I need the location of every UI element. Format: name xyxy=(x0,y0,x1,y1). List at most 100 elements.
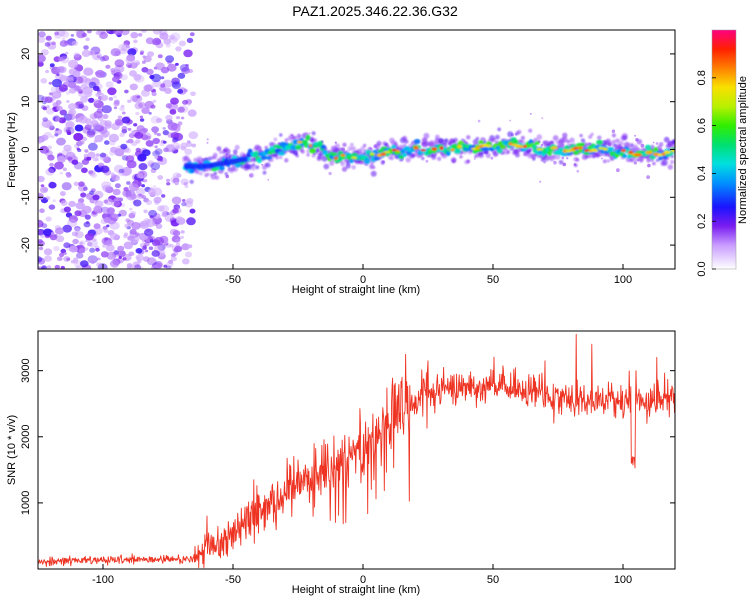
noise-speckle xyxy=(48,204,56,210)
noise-speckle xyxy=(57,155,66,163)
noise-speckle xyxy=(93,110,103,119)
noise-speckle xyxy=(169,109,177,115)
band-halo xyxy=(202,169,206,173)
noise-speckle xyxy=(177,121,183,126)
noise-speckle xyxy=(49,125,55,130)
noise-speckle xyxy=(138,193,142,197)
noise-speckle xyxy=(61,37,66,41)
noise-speckle xyxy=(120,30,130,36)
stray-speckle xyxy=(539,180,542,183)
colorbar-tick-label: 0.4 xyxy=(696,166,708,181)
band-halo xyxy=(485,152,491,159)
noise-speckle xyxy=(129,207,133,211)
noise-speckle xyxy=(153,236,165,246)
noise-speckle xyxy=(134,232,141,237)
noise-speckle xyxy=(139,115,144,119)
noise-speckle xyxy=(189,32,195,37)
noise-speckle xyxy=(179,64,189,72)
band-halo xyxy=(573,163,578,168)
noise-speckle xyxy=(126,263,133,268)
noise-speckle xyxy=(78,181,85,187)
noise-speckle xyxy=(122,253,132,262)
noise-speckle xyxy=(120,143,128,150)
noise-speckle xyxy=(154,148,163,155)
noise-speckle xyxy=(139,118,145,122)
spectrogram-x-tick-label: -50 xyxy=(225,274,241,286)
band-core xyxy=(606,146,615,152)
noise-speckle xyxy=(95,247,100,252)
noise-speckle xyxy=(151,264,159,269)
noise-speckle xyxy=(133,179,139,185)
noise-speckle xyxy=(76,252,84,259)
band-peak xyxy=(634,153,643,157)
noise-speckle xyxy=(122,189,132,198)
band-peak xyxy=(383,150,391,154)
noise-speckle xyxy=(93,99,99,104)
noise-speckle xyxy=(84,233,94,241)
noise-speckle xyxy=(110,199,121,207)
noise-speckle xyxy=(136,266,144,269)
band-halo xyxy=(517,129,522,135)
noise-speckle xyxy=(181,243,190,251)
noise-speckle xyxy=(185,63,189,67)
noise-speckle xyxy=(92,156,99,162)
band-core xyxy=(384,152,390,157)
noise-speckle xyxy=(46,265,52,269)
noise-speckle xyxy=(86,156,92,161)
noise-speckle xyxy=(117,115,123,120)
noise-speckle xyxy=(63,206,71,213)
noise-speckle xyxy=(87,239,98,248)
noise-speckle xyxy=(60,192,66,197)
noise-speckle xyxy=(49,63,55,68)
noise-speckle xyxy=(124,148,132,154)
noise-speckle xyxy=(167,60,172,65)
noise-speckle xyxy=(159,30,168,36)
noise-speckle xyxy=(42,106,48,111)
noise-speckle xyxy=(161,194,166,198)
band-peak xyxy=(439,146,444,150)
noise-speckle xyxy=(55,235,65,243)
noise-speckle xyxy=(141,195,147,199)
noise-speckle xyxy=(114,148,125,157)
stray-speckle xyxy=(640,143,645,148)
band-core xyxy=(219,165,225,171)
noise-speckle xyxy=(154,200,160,205)
band-peak xyxy=(657,153,663,157)
noise-speckle xyxy=(189,208,196,214)
noise-speckle xyxy=(132,94,143,103)
noise-speckle xyxy=(90,172,98,178)
noise-speckle xyxy=(183,88,188,93)
noise-speckle xyxy=(66,257,70,261)
noise-speckle xyxy=(88,50,96,56)
noise-speckle xyxy=(186,198,194,204)
noise-speckle xyxy=(170,132,180,140)
noise-region xyxy=(38,30,659,269)
noise-speckle xyxy=(62,167,67,172)
noise-speckle xyxy=(134,102,143,110)
noise-speckle xyxy=(39,145,49,154)
noise-speckle xyxy=(140,50,145,54)
band-peak xyxy=(536,147,544,151)
noise-speckle xyxy=(71,159,79,165)
band-peak xyxy=(457,144,463,149)
band-peak xyxy=(391,148,398,152)
band-halo xyxy=(279,155,283,160)
band-halo xyxy=(255,165,260,170)
noise-speckle xyxy=(144,100,155,109)
noise-speckle xyxy=(183,182,188,186)
stray-speckle xyxy=(477,119,481,123)
noise-speckle xyxy=(127,138,134,144)
noise-speckle xyxy=(128,183,139,192)
noise-speckle xyxy=(104,140,110,145)
noise-speckle xyxy=(157,175,164,180)
noise-speckle xyxy=(119,132,125,137)
band-peak xyxy=(645,150,653,155)
band-halo xyxy=(669,159,675,165)
spectrogram-plot-area xyxy=(38,30,675,269)
noise-speckle xyxy=(41,49,49,56)
noise-speckle xyxy=(135,147,141,153)
band-halo xyxy=(615,138,620,144)
band-halo xyxy=(345,163,351,169)
stray-speckle xyxy=(474,158,476,160)
